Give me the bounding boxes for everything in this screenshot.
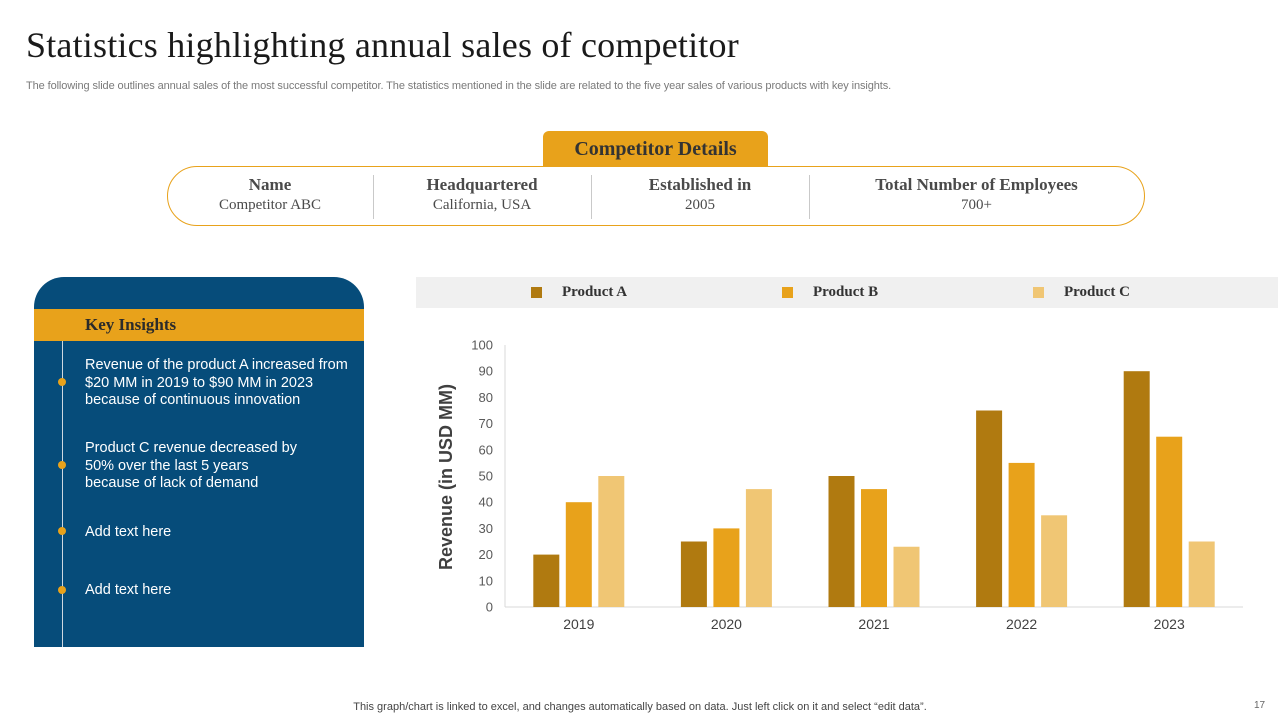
footer-note: This graph/chart is linked to excel, and… [353,701,927,713]
x-tick-label: 2023 [1154,616,1185,632]
bar-product-b [1156,436,1183,607]
insight-item: Revenue of the product A increased from … [85,357,348,408]
page-title: Statistics highlighting annual sales of … [26,25,739,65]
legend-label: Product C [1064,284,1130,300]
competitor-name-header: Name [248,175,292,194]
bar-product-c [1041,515,1068,607]
y-tick-label: 40 [479,495,493,510]
legend-item-product-c: Product C [1033,284,1130,301]
y-tick-label: 90 [479,364,493,379]
competitor-employees-col: Total Number of Employees 700+ [809,175,1144,219]
competitor-employees-value: 700+ [961,197,992,213]
page-number: 17 [1254,700,1266,711]
x-tick-label: 2021 [858,616,889,632]
bar-product-c [893,546,920,607]
competitor-divider [809,175,810,219]
y-tick-label: 50 [479,469,493,484]
chart-plot-area: 0 10 20 30 40 50 60 70 80 90 100 Revenue (in USD MM… [436,338,1243,632]
y-tick-label: 70 [479,416,493,431]
legend-swatch [1033,287,1044,298]
competitor-hq-col: Headquartered California, USA [373,175,591,219]
bar-product-b [1008,462,1035,607]
bar-product-c [745,489,772,607]
bar-product-b [861,489,887,607]
timeline-line [62,341,63,647]
legend-swatch [531,287,542,298]
legend-item-product-a: Product A [531,284,627,301]
key-insights-title: Key Insights [85,315,177,334]
y-tick-label: 30 [479,521,493,536]
y-axis-label: Revenue (in USD MM) [436,384,456,570]
competitor-name-col: Name Competitor ABC [168,175,372,219]
legend-item-product-b: Product B [782,284,878,301]
bullet-dot [58,527,66,535]
insight-item: Add text here [85,582,172,598]
bullet-dot [58,461,66,469]
x-tick-label: 2020 [711,616,742,632]
page-subtitle: The following slide outlines annual sale… [26,80,892,92]
y-tick-label: 80 [479,390,493,405]
competitor-hq-value: California, USA [432,197,532,213]
chart-legend: Product A Product B Product C [416,277,1278,308]
y-tick-label: 0 [486,600,493,615]
competitor-established-header: Established in [648,175,752,194]
competitor-employees-header: Total Number of Employees [875,175,1078,194]
insight-item: Product C revenue decreased by 50% over … [85,440,297,491]
bar-product-a [680,541,707,607]
legend-label: Product A [562,284,628,300]
competitor-divider [373,175,374,219]
competitor-established-col: Established in 2005 [591,175,809,219]
bar-product-b [713,528,740,607]
x-tick-label: 2022 [1006,616,1037,632]
bar-product-a [533,554,560,607]
bullet-dot [58,586,66,594]
competitor-details-tab: Competitor Details [543,131,768,168]
x-tick-label: 2019 [563,616,594,632]
competitor-established-value: 2005 [685,197,715,213]
y-tick-label: 100 [471,338,493,353]
bullet-dot [58,378,66,386]
bar-product-c [598,476,625,607]
y-tick-label: 60 [479,442,493,457]
bar-product-c [1188,541,1215,607]
bar-product-b [565,502,592,607]
y-tick-label: 10 [479,573,493,588]
insight-item: Add text here [85,524,172,540]
competitor-divider [591,175,592,219]
competitor-name-value: Competitor ABC [218,197,322,213]
y-tick-label: 20 [479,547,493,562]
bar-product-a [828,476,855,607]
competitor-hq-header: Headquartered [426,175,538,194]
bar-product-a [976,410,1003,607]
bar-product-a [1123,371,1150,607]
legend-label: Product B [813,284,879,300]
legend-swatch [782,287,793,298]
competitor-details-box: Name Competitor ABC Headquartered Califo… [167,166,1145,226]
key-insights-header [34,309,364,341]
